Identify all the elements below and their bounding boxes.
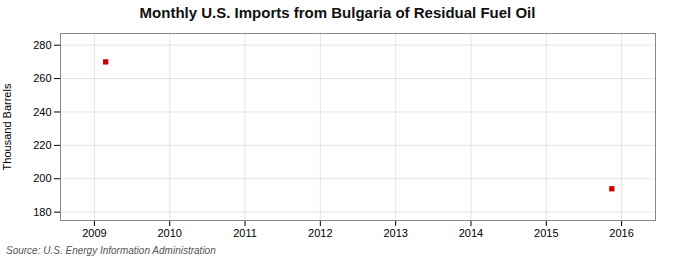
svg-text:2016: 2016 (609, 227, 633, 239)
svg-text:260: 260 (33, 72, 51, 84)
html-text:Source: U.S. Energy Informatio: Source: U.S. Energy Information Administ… (6, 245, 216, 256)
svg-text:2015: 2015 (534, 227, 558, 239)
svg-text:2009: 2009 (82, 227, 106, 239)
svg-text:180: 180 (33, 206, 51, 218)
svg-text:240: 240 (33, 105, 51, 117)
svg-text:200: 200 (33, 172, 51, 184)
svg-text:220: 220 (33, 139, 51, 151)
svg-text:2011: 2011 (233, 227, 257, 239)
html-text:Monthly U.S. Imports from Bulg: Monthly U.S. Imports from Bulgaria of Re… (139, 4, 536, 21)
svg-text:2014: 2014 (459, 227, 483, 239)
svg-text:Thousand Barrels: Thousand Barrels (1, 83, 13, 170)
svg-text:2013: 2013 (383, 227, 407, 239)
svg-text:2012: 2012 (308, 227, 332, 239)
svg-text:280: 280 (33, 39, 51, 51)
svg-text:2010: 2010 (157, 227, 181, 239)
